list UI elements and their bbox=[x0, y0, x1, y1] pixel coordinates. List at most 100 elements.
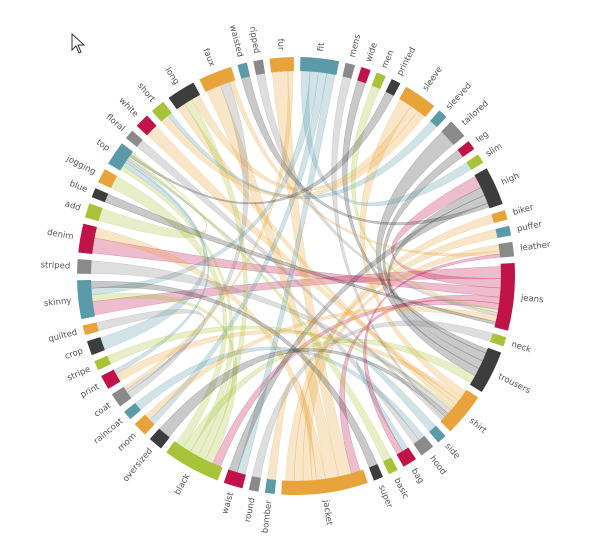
group-arc bbox=[396, 447, 417, 467]
group-label: floral bbox=[104, 112, 127, 134]
group-label: skinny bbox=[43, 296, 71, 309]
chord bbox=[350, 85, 499, 313]
group-label: trousers bbox=[496, 372, 532, 397]
mouse-cursor bbox=[71, 32, 86, 54]
group-arc bbox=[269, 57, 294, 73]
group-arc bbox=[399, 86, 435, 118]
chord bbox=[206, 85, 339, 480]
group-arc bbox=[82, 322, 99, 335]
group-label: waisted bbox=[227, 24, 245, 58]
group-label: super bbox=[376, 484, 394, 510]
chord bbox=[387, 187, 485, 369]
group-label: print bbox=[79, 382, 102, 401]
group-arc bbox=[149, 428, 170, 449]
group-label: sleeve bbox=[421, 65, 445, 93]
chord bbox=[159, 348, 449, 438]
group-arc bbox=[125, 130, 143, 147]
group-label: striped bbox=[40, 260, 70, 271]
group-arc bbox=[371, 72, 386, 90]
group-label: black bbox=[173, 472, 193, 497]
group-arc bbox=[429, 425, 446, 443]
group-arc bbox=[413, 435, 434, 456]
chord bbox=[376, 131, 480, 377]
group-label: jacket bbox=[320, 498, 334, 526]
group-label: bag bbox=[409, 467, 426, 486]
group-arc bbox=[98, 169, 118, 189]
group-arc bbox=[134, 414, 155, 435]
group-label: denim bbox=[46, 228, 74, 242]
group-arc bbox=[124, 403, 141, 420]
group-label: leg bbox=[474, 129, 490, 145]
group-label: men bbox=[380, 49, 397, 70]
chord bbox=[331, 76, 446, 419]
group-arc bbox=[474, 168, 503, 209]
group-label: wide bbox=[364, 42, 380, 64]
group-arc bbox=[495, 225, 512, 238]
group-label: side bbox=[443, 441, 462, 461]
group-arc bbox=[383, 457, 398, 475]
group-label: blue bbox=[68, 179, 89, 195]
chord bbox=[356, 356, 437, 452]
chord bbox=[113, 159, 210, 375]
group-arc bbox=[264, 478, 276, 494]
group-arc bbox=[78, 223, 97, 255]
group-arc bbox=[457, 141, 475, 158]
group-arc bbox=[300, 57, 340, 76]
group-arc bbox=[441, 121, 465, 145]
group-arc bbox=[466, 154, 484, 170]
group-label: fur bbox=[275, 38, 286, 51]
group-arc bbox=[85, 203, 103, 222]
group-arc bbox=[357, 66, 371, 84]
chord bbox=[236, 73, 336, 475]
group-label: add bbox=[63, 199, 81, 213]
group-arc bbox=[77, 259, 92, 274]
group-arc bbox=[469, 347, 502, 393]
group-label: faux bbox=[200, 47, 216, 68]
group-label: ripped bbox=[247, 26, 262, 55]
group-arc bbox=[385, 79, 401, 96]
chord bbox=[134, 346, 425, 441]
group-label: stripe bbox=[66, 364, 92, 383]
group-arc bbox=[281, 469, 368, 495]
group-label: short bbox=[135, 81, 157, 105]
group-label: white bbox=[117, 96, 140, 120]
group-label: basic bbox=[392, 476, 411, 501]
group-label: quilted bbox=[47, 328, 78, 345]
group-label: mens bbox=[348, 33, 364, 59]
group-label: leather bbox=[520, 240, 552, 254]
group-label: long bbox=[163, 66, 181, 87]
group-label: slim bbox=[484, 142, 504, 160]
group-arc bbox=[237, 62, 251, 79]
group-arc bbox=[490, 333, 507, 347]
group-arc bbox=[494, 262, 515, 331]
chord bbox=[285, 229, 498, 482]
group-label: sleeved bbox=[444, 81, 473, 112]
group-arc bbox=[166, 441, 223, 481]
group-arc bbox=[111, 386, 132, 407]
group-arc bbox=[498, 241, 515, 258]
group-arc bbox=[342, 62, 356, 79]
group-arc bbox=[151, 101, 172, 122]
group-arc bbox=[108, 143, 133, 171]
group-arc bbox=[91, 188, 109, 203]
group-label: coat bbox=[92, 400, 113, 419]
group-arc bbox=[440, 389, 479, 432]
group-label: tailored bbox=[460, 99, 491, 128]
group-arc bbox=[77, 280, 96, 320]
group-arc bbox=[253, 59, 266, 75]
chord bbox=[167, 112, 438, 199]
chord bbox=[177, 103, 457, 409]
group-arc bbox=[368, 464, 384, 481]
group-label: printed bbox=[395, 46, 418, 78]
chord bbox=[149, 71, 327, 425]
chord bbox=[127, 81, 249, 399]
group-label: high bbox=[500, 171, 521, 188]
group-arc bbox=[136, 115, 157, 136]
group-label: waist bbox=[220, 491, 236, 516]
group-label: round bbox=[243, 497, 258, 523]
group-label: bomber bbox=[261, 499, 275, 533]
group-label: fit bbox=[316, 42, 327, 52]
group-label: mom bbox=[116, 431, 139, 453]
group-arc bbox=[101, 369, 121, 389]
